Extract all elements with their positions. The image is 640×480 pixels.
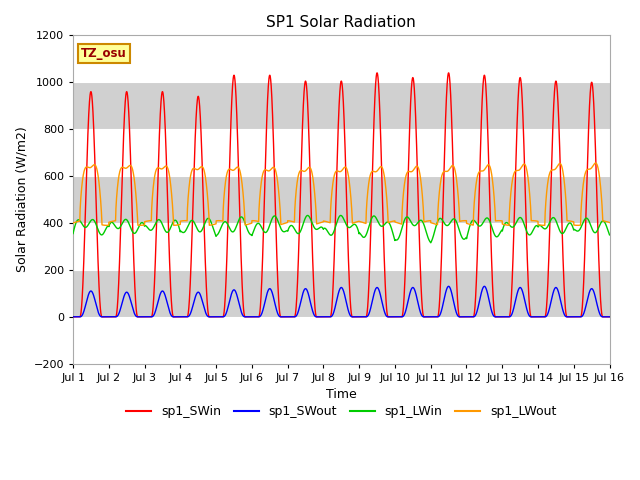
sp1_LWin <box>432 224 440 230</box>
sp1_SWin <box>605 314 613 320</box>
sp1_LWout <box>102 222 110 228</box>
sp1_SWin <box>166 255 173 261</box>
sp1_SWout <box>432 314 440 320</box>
sp1_LWin <box>321 226 329 231</box>
Line: sp1_SWout: sp1_SWout <box>73 287 609 317</box>
sp1_LWout <box>461 218 469 224</box>
Bar <box>73 223 609 270</box>
sp1_LWin <box>427 240 435 246</box>
Bar <box>73 270 609 317</box>
Bar <box>73 82 609 129</box>
sp1_LWout <box>605 220 613 226</box>
sp1_SWout <box>461 314 469 320</box>
Bar <box>73 129 609 176</box>
Line: sp1_LWout: sp1_LWout <box>73 163 609 225</box>
sp1_SWin <box>432 314 440 320</box>
sp1_SWin <box>373 70 381 76</box>
sp1_SWout <box>69 314 77 320</box>
sp1_LWin <box>605 232 613 238</box>
sp1_SWin <box>69 314 77 320</box>
X-axis label: Time: Time <box>326 388 356 401</box>
sp1_LWin <box>492 234 500 240</box>
sp1_SWin <box>492 314 500 320</box>
Line: sp1_SWin: sp1_SWin <box>73 73 609 317</box>
sp1_SWout <box>605 314 613 320</box>
sp1_LWout <box>605 219 613 225</box>
sp1_SWout <box>492 314 500 320</box>
Legend: sp1_SWin, sp1_SWout, sp1_LWin, sp1_LWout: sp1_SWin, sp1_SWout, sp1_LWin, sp1_LWout <box>121 400 561 423</box>
Line: sp1_LWin: sp1_LWin <box>73 216 609 243</box>
sp1_LWin <box>166 227 173 233</box>
Bar <box>73 36 609 82</box>
sp1_SWout <box>605 314 612 320</box>
sp1_LWout <box>592 160 600 166</box>
sp1_SWin <box>605 314 612 320</box>
sp1_SWin <box>461 314 469 320</box>
Title: SP1 Solar Radiation: SP1 Solar Radiation <box>266 15 416 30</box>
Text: TZ_osu: TZ_osu <box>81 47 127 60</box>
sp1_LWin <box>69 231 77 237</box>
sp1_LWout <box>432 221 440 227</box>
sp1_LWout <box>492 218 500 224</box>
sp1_LWin <box>461 235 469 241</box>
sp1_LWout <box>69 220 77 226</box>
sp1_SWout <box>445 284 452 289</box>
sp1_SWout <box>166 308 173 314</box>
Bar <box>73 317 609 364</box>
Bar <box>73 176 609 223</box>
sp1_SWout <box>321 314 329 320</box>
Y-axis label: Solar Radiation (W/m2): Solar Radiation (W/m2) <box>15 127 28 273</box>
sp1_LWout <box>321 218 329 224</box>
sp1_LWin <box>605 230 613 236</box>
sp1_LWout <box>166 174 173 180</box>
sp1_LWin <box>337 213 344 218</box>
sp1_SWin <box>321 314 329 320</box>
